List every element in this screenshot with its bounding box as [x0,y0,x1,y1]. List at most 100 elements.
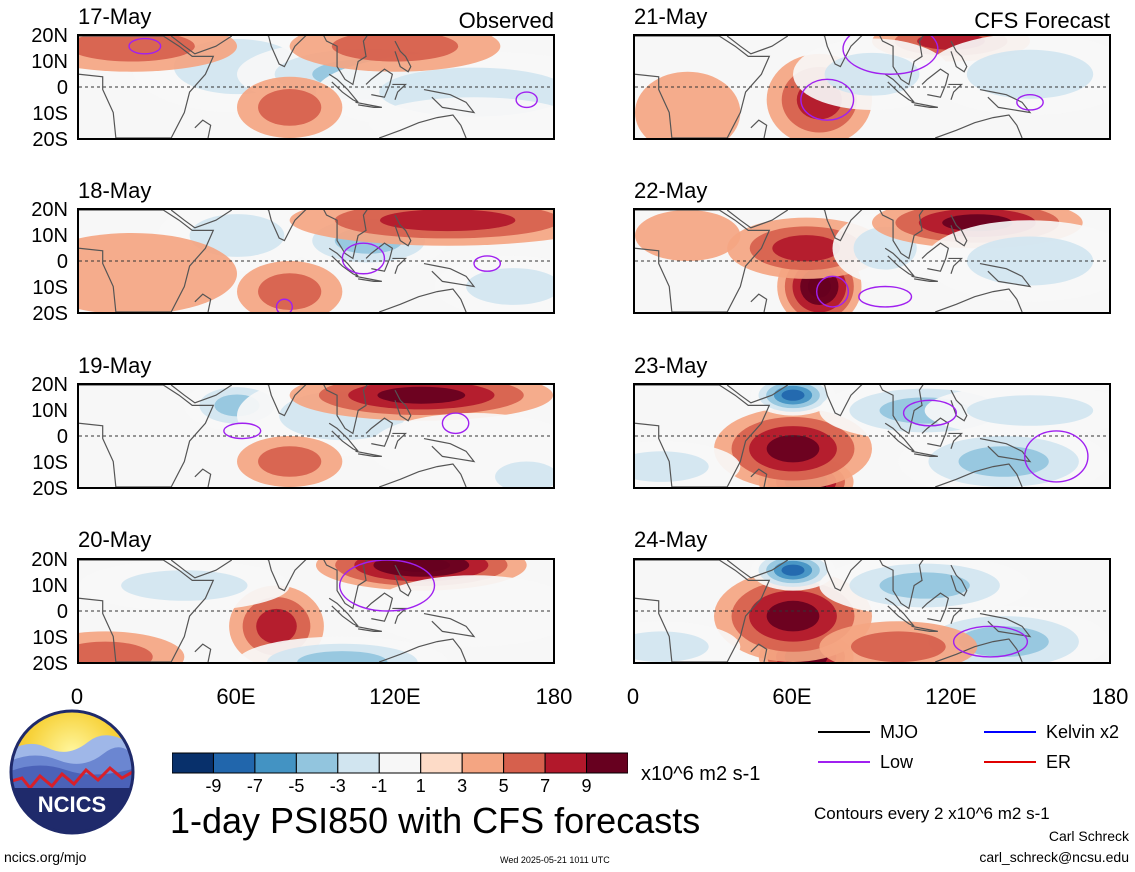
low-contour [815,275,849,308]
field-contour [966,49,1094,99]
map-panel [77,34,555,140]
panel-date: 23-May [634,353,708,378]
coastline [267,210,307,242]
field-contour [495,461,553,487]
coastline [365,242,394,272]
field-contour [781,389,805,401]
legend-lines [818,731,1036,763]
colorbar-units: x10^6 m2 s-1 [641,763,761,785]
panel-date: 24-May [634,527,708,552]
field-contour [879,572,970,599]
coastline [355,625,382,633]
lat-label: 0 [56,77,68,99]
field-contour [79,36,195,62]
field-contour [368,575,553,647]
lat-label: 20N [31,374,68,396]
legend-label-mjo: MJO [880,722,918,742]
coastline [79,560,215,662]
colorbar-swatch [337,752,380,774]
colorbar-swatch [295,752,339,774]
field-contour [966,236,1094,286]
coastline [194,293,212,312]
coastline [934,288,1023,312]
lon-label: 60E [216,684,256,709]
coastline [355,450,382,458]
field-contour [958,446,1049,477]
low-contour [223,422,262,440]
coastline [194,643,212,662]
lat-label: 0 [56,601,68,623]
coastline [911,450,938,458]
ncics-logo: NCICS [8,708,136,841]
colorbar-tick-label: -3 [329,776,346,796]
coastline [823,36,863,68]
field-contour [635,210,741,261]
coastline [948,607,964,624]
coastline [194,119,212,138]
coastline [979,88,1032,114]
coastline [823,210,863,242]
coastline [365,592,394,622]
colorbar-swatch [503,752,546,774]
low-contour [1016,93,1044,111]
coastline [423,437,476,463]
coastline [170,36,233,55]
coastline [79,210,215,312]
coastline [378,114,467,138]
coastline [423,88,476,114]
coastline [979,262,1032,288]
coastline [948,257,964,274]
lat-label: 20S [32,129,68,151]
contour-note: Contours every 2 x10^6 m2 s-1 [814,804,1050,823]
colorbar-swatch [212,752,256,774]
low-contour [473,255,502,272]
lat-label: 10S [32,103,68,125]
coastline [267,560,307,592]
lat-label: 20N [31,199,68,221]
coastline [911,101,938,109]
coastline [394,40,412,73]
panel-date: 17-May [78,4,152,29]
lat-label: 20S [32,303,68,325]
panel-date: 21-May [634,4,708,29]
coastline [750,643,768,662]
field-contour [807,275,831,298]
coastline [934,463,1023,487]
coastline [170,210,233,229]
lat-label: 20N [31,549,68,571]
colorbar-swatch [254,752,297,774]
lat-label: 20N [31,25,68,47]
coastline [267,385,307,417]
field-contour [635,631,709,662]
low-contour [902,399,957,427]
low-contour [515,91,538,109]
lat-label: 10N [31,225,68,247]
field-contour [297,651,388,662]
field-contour [189,214,285,257]
coastline [355,275,382,283]
coastline [365,68,394,98]
colorbar-tick-label: 9 [581,776,592,796]
field-contour [966,395,1094,426]
map-panel [77,383,555,489]
lat-label: 20S [32,653,68,675]
field-contour [635,71,741,138]
field-contour [258,273,322,310]
coastline [911,275,938,283]
coastline [170,560,233,579]
coastline [879,210,924,260]
coastline [934,114,1023,138]
field-contour [256,608,297,644]
field-contour [958,626,1049,657]
coastline [323,560,368,610]
low-contour [339,560,436,612]
coastline [948,432,964,449]
coastline [394,214,412,247]
coastline [750,468,768,487]
coastline [635,560,771,662]
coastline [879,385,924,435]
coastline [355,101,382,109]
colorbar-tick-label: 5 [498,776,509,796]
lat-label: 10S [32,627,68,649]
coastline [823,560,863,592]
